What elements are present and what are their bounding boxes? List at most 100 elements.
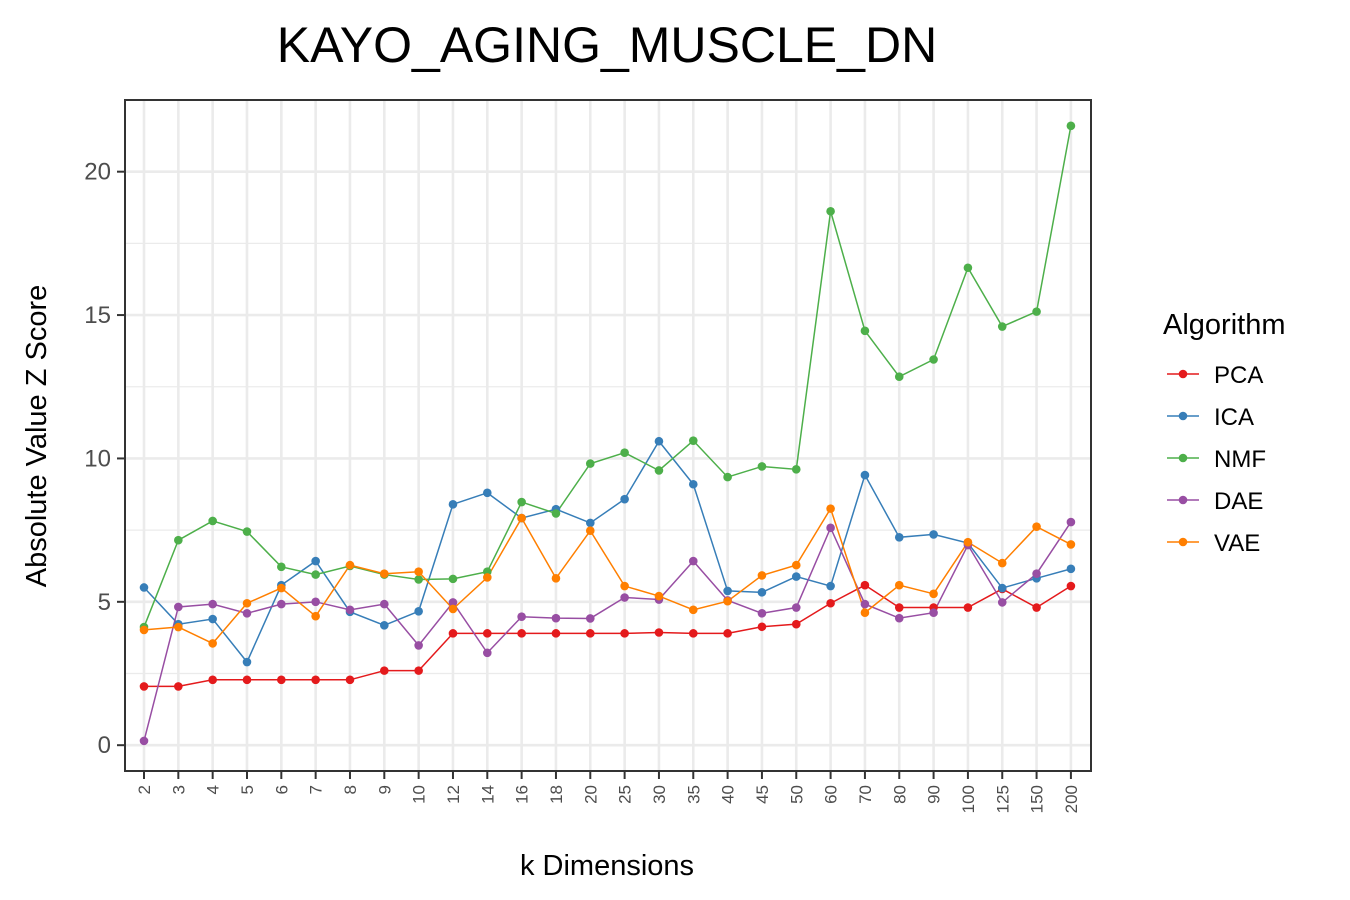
data-point-ica [929,530,938,539]
x-tick-label: 2 [135,785,154,794]
data-point-dae [688,556,698,566]
data-point-nmf [929,355,938,364]
data-point-pca [277,675,286,685]
data-point-vae [654,591,664,601]
x-tick-label: 10 [410,785,429,804]
y-axis: 0 5 10 15 20 [84,159,125,759]
data-point-ica [894,532,904,542]
data-point-pca [414,666,423,675]
data-point-ica [826,581,835,591]
data-point-dae [1066,517,1076,527]
data-point-nmf [791,465,801,474]
data-point-vae [791,560,801,570]
data-point-nmf [620,448,629,458]
data-point-pca [483,629,492,638]
data-point-dae [929,608,938,618]
data-point-nmf [997,322,1007,331]
data-point-dae [585,614,595,623]
x-tick-label: 7 [307,785,326,794]
data-point-nmf [1032,307,1041,316]
data-point-vae [311,611,320,621]
data-point-pca [860,580,870,590]
data-point-nmf [517,497,526,507]
data-point-ica [757,588,767,597]
data-point-ica [448,500,458,509]
data-point-ica [585,518,595,528]
data-point-vae [483,573,492,582]
data-point-ica [860,470,870,480]
y-axis-title: Absolute Value Z Score [21,285,53,588]
x-tick-label: 100 [959,785,978,813]
data-point-vae [345,560,355,570]
x-tick-label: 80 [890,785,909,804]
x-tick-label: 200 [1062,785,1081,813]
data-point-vae [448,604,458,614]
legend-marker-dae [1178,495,1188,505]
data-point-vae [997,558,1007,568]
x-tick-label: 14 [478,785,497,804]
data-point-dae [208,599,217,609]
data-point-dae [174,602,183,612]
x-tick-label: 8 [341,785,360,794]
data-point-dae [242,608,252,618]
data-point-pca [757,622,767,632]
legend-marker-ica [1178,411,1188,421]
data-point-nmf [311,570,320,579]
data-point-vae [139,625,149,635]
data-point-dae [483,648,492,658]
data-point-vae [688,605,698,615]
x-tick-label: 40 [719,785,738,804]
x-tick-label: 45 [753,785,772,804]
data-point-nmf [963,263,973,273]
data-point-pca [585,629,595,638]
data-point-vae [757,571,767,580]
data-point-ica [791,572,801,581]
legend-marker-pca [1178,369,1188,379]
data-point-ica [311,556,320,566]
data-point-dae [517,612,526,622]
data-point-vae [517,513,526,523]
data-point-nmf [448,574,458,584]
x-tick-label: 9 [375,785,394,794]
data-point-nmf [757,462,767,471]
data-point-nmf [654,466,664,475]
data-point-pca [963,603,973,612]
x-tick-label: 60 [822,785,841,804]
data-point-nmf [414,575,423,584]
legend-label-nmf: NMF [1214,446,1266,473]
data-point-vae [826,504,835,513]
data-point-ica [208,614,217,624]
data-point-pca [242,675,252,685]
data-point-dae [791,603,801,612]
x-tick-label: 50 [787,785,806,804]
data-point-nmf [826,206,835,216]
data-point-vae [1032,522,1041,531]
y-tick-label: 20 [84,159,111,186]
x-tick-label: 25 [616,785,635,804]
data-point-dae [448,598,458,607]
legend-title: Algorithm [1163,309,1286,341]
legend-label-pca: PCA [1214,362,1263,389]
data-point-nmf [277,562,286,572]
x-tick-label: 125 [993,785,1012,813]
series-line-nmf [143,125,1072,628]
y-tick-label: 5 [98,589,111,616]
legend-marker-vae [1178,537,1188,547]
plot-border [124,99,1092,772]
data-point-nmf [723,472,732,482]
data-point-nmf [860,326,870,336]
data-point-ica [380,621,389,630]
data-point-nmf [585,459,595,468]
data-point-dae [1032,569,1041,579]
data-point-dae [345,605,355,615]
legend-marker-nmf [1178,453,1188,463]
legend-label-dae: DAE [1214,488,1263,515]
data-point-pca [654,628,664,637]
data-point-pca [791,619,801,629]
data-point-ica [620,494,629,504]
data-point-nmf [242,527,252,536]
legend-label-vae: VAE [1214,530,1260,557]
data-point-vae [208,639,217,648]
x-tick-label: 18 [547,785,566,804]
grid-lines [125,100,1091,771]
